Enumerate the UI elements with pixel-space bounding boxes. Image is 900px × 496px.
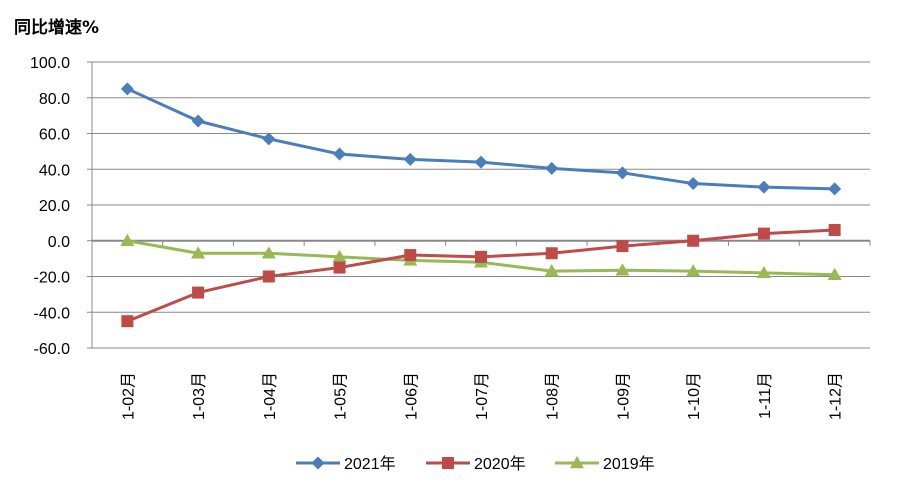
data-point	[757, 180, 771, 194]
data-point	[191, 246, 206, 259]
y-tick-label: 0.0	[48, 234, 70, 251]
data-point	[192, 286, 205, 299]
legend: 2021年 2020年 2019年	[296, 455, 655, 473]
data-point	[544, 264, 559, 277]
legend-item: 2019年	[555, 455, 655, 473]
y-axis-title: 同比增速%	[14, 17, 99, 38]
data-point	[121, 315, 134, 328]
x-tick-label: 1-05月	[333, 372, 350, 420]
data-point	[615, 263, 630, 276]
x-tick-labels: 1-02月 1-03月 1-04月 1-05月 1-06月 1-07月 1-08月 1-09月…	[120, 372, 844, 420]
data-point	[333, 147, 347, 161]
x-tick-label: 1-06月	[403, 372, 420, 420]
data-point	[828, 182, 842, 196]
data-point	[545, 161, 559, 175]
data-point	[616, 240, 629, 253]
data-point	[827, 267, 842, 280]
y-tick-label: -20.0	[34, 270, 71, 287]
series-2020年	[121, 224, 841, 328]
legend-marker	[311, 456, 325, 470]
data-point	[261, 246, 276, 259]
legend-label: 2020年	[474, 455, 526, 473]
y-tick-label: 20.0	[39, 198, 70, 215]
series-2021年	[120, 82, 842, 196]
data-point	[615, 166, 629, 180]
y-tick-labels: 100.0 80.0 60.0 40.0 20.0 0.0 -20.0 -40.0 -60.0	[30, 55, 70, 358]
x-tick-label: 1-07月	[474, 372, 491, 420]
y-tick-label: -40.0	[34, 305, 71, 322]
y-tick-label: 100.0	[30, 55, 70, 72]
data-point	[120, 233, 135, 246]
data-point	[828, 224, 841, 237]
data-point	[475, 250, 487, 263]
x-tick-label: 1-04月	[262, 372, 279, 420]
y-tick-label: 60.0	[39, 127, 70, 144]
data-point	[686, 264, 701, 277]
data-point	[757, 227, 770, 240]
data-point	[262, 270, 275, 283]
y-tick-label: 40.0	[39, 162, 70, 179]
series-line	[126, 87, 835, 191]
x-tick-label: 1-11月	[757, 372, 774, 419]
data-point	[262, 132, 276, 146]
x-tick-label: 1-10月	[686, 372, 703, 420]
legend-item: 2020年	[426, 455, 526, 473]
data-point	[545, 247, 558, 260]
legend-item: 2021年	[296, 455, 396, 473]
data-point	[332, 249, 347, 263]
data-point	[687, 234, 700, 247]
series-group	[120, 82, 842, 328]
data-point	[403, 152, 417, 166]
x-tick-label: 1-09月	[615, 372, 632, 420]
axes	[87, 61, 871, 349]
legend-marker	[442, 457, 454, 469]
y-tick-label: 80.0	[39, 91, 70, 108]
data-point	[191, 114, 205, 128]
legend-marker	[570, 456, 584, 469]
y-tick-label: -60.0	[34, 341, 71, 358]
data-point	[686, 177, 700, 191]
x-tick-label: 1-03月	[191, 372, 208, 420]
gridlines	[92, 61, 870, 349]
data-point	[120, 82, 134, 96]
legend-label: 2021年	[344, 455, 396, 473]
x-tick-label: 1-08月	[545, 372, 562, 420]
data-point	[333, 261, 346, 274]
data-point	[474, 155, 488, 169]
data-point	[404, 249, 417, 262]
x-tick-label: 1-02月	[120, 372, 137, 420]
legend-label: 2019年	[603, 455, 655, 473]
x-tick-label: 1-12月	[828, 372, 845, 420]
data-point	[756, 265, 771, 279]
